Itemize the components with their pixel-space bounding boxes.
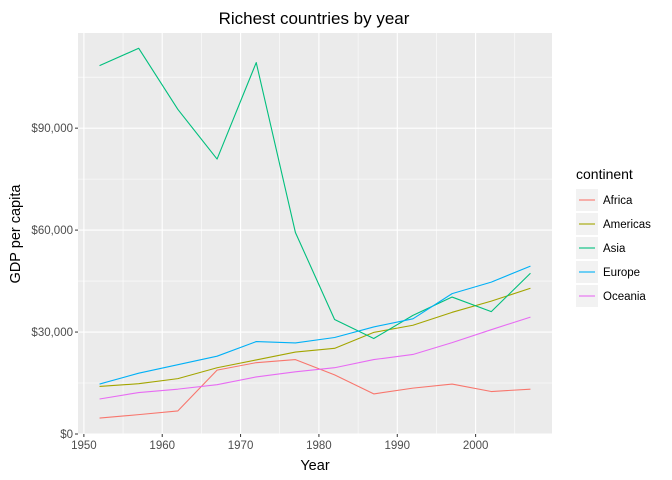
legend-item-americas: Americas (576, 213, 651, 235)
x-tick-label: 1950 (71, 440, 97, 452)
legend-item-europe: Europe (576, 261, 640, 283)
x-tick-label: 1970 (228, 440, 254, 452)
legend-item-oceania: Oceania (576, 285, 646, 307)
x-tick-label: 1980 (306, 440, 332, 452)
legend: continent Africa Americas Asia Europe Oceani… (576, 166, 651, 307)
x-axis-title: Year (300, 458, 329, 474)
legend-label: Oceania (603, 291, 646, 303)
x-tick-label: 1960 (149, 440, 175, 452)
legend-label: Africa (603, 195, 633, 207)
series-lines (99, 47, 531, 419)
x-axis: 1950 1960 1970 1980 1990 2000 (71, 434, 488, 452)
series-line-europe (99, 265, 531, 385)
legend-title: continent (576, 166, 633, 182)
major-gridlines (78, 33, 552, 435)
y-tick-label: $30,000 (31, 327, 73, 339)
y-tick-label: $90,000 (31, 123, 73, 135)
y-tick-label: $0 (60, 429, 73, 441)
series-line-americas (99, 287, 531, 387)
plot-panel (78, 33, 552, 434)
minor-gridlines (78, 33, 552, 434)
legend-item-africa: Africa (576, 189, 633, 211)
y-axis-title: GDP per capita (8, 184, 24, 284)
series-line-africa (99, 359, 531, 419)
y-axis: $0 $30,000 $60,000 $90,000 (31, 123, 78, 441)
legend-label: Americas (603, 219, 651, 231)
x-tick-label: 2000 (463, 440, 489, 452)
legend-item-asia: Asia (576, 237, 626, 259)
legend-label: Asia (603, 243, 626, 255)
y-tick-label: $60,000 (31, 225, 73, 237)
series-line-asia (99, 47, 531, 340)
x-tick-label: 1990 (384, 440, 410, 452)
legend-label: Europe (603, 267, 640, 279)
plot-title: Richest countries by year (219, 9, 410, 28)
series-line-oceania (99, 316, 531, 400)
